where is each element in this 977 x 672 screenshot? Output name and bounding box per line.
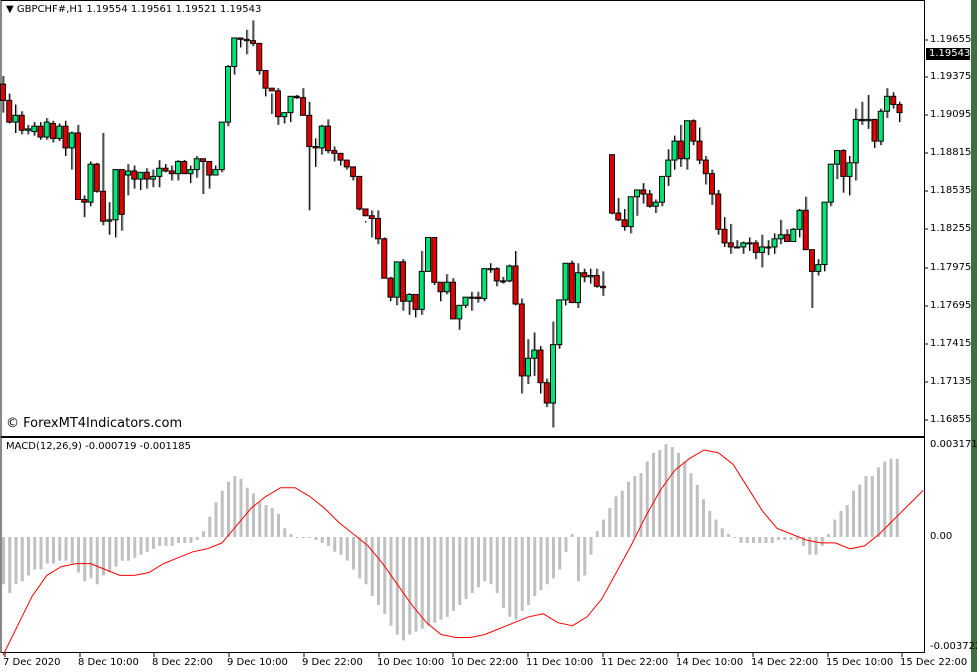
window-border — [971, 0, 977, 672]
price-axis-label: 1.17415 — [930, 338, 972, 349]
time-axis-label: 8 Dec 22:00 — [152, 657, 213, 668]
price-axis-label: 1.19375 — [930, 71, 972, 82]
price-axis-label: 1.18535 — [930, 185, 972, 196]
time-axis-label: 14 Dec 22:00 — [751, 657, 819, 668]
price-axis-label: 1.17695 — [930, 300, 972, 311]
time-axis-label: 9 Dec 10:00 — [227, 657, 288, 668]
price-axis-label: 1.16855 — [930, 414, 972, 425]
time-axis-label: 7 Dec 2020 — [3, 657, 61, 668]
time-axis-label: 11 Dec 10:00 — [526, 657, 594, 668]
time-axis-label: 15 Dec 22:00 — [900, 657, 968, 668]
time-axis-label: 9 Dec 22:00 — [302, 657, 363, 668]
symbol-info: ▼ GBPCHF#,H1 1.19554 1.19561 1.19521 1.1… — [6, 4, 262, 15]
price-axis-label: 1.18815 — [930, 147, 972, 158]
price-axis-label: 1.17135 — [930, 376, 972, 387]
price-axis-label: 1.19655 — [930, 34, 972, 45]
price-axis-label: 1.19095 — [930, 109, 972, 120]
time-axis-label: 8 Dec 10:00 — [78, 657, 139, 668]
price-axis-label: 1.17975 — [930, 262, 972, 273]
macd-title: MACD(12,26,9) -0.000719 -0.001185 — [6, 441, 191, 452]
time-axis-label: 15 Dec 10:00 — [826, 657, 894, 668]
macd-axis-label: -0.003722 — [930, 641, 977, 652]
time-axis-label: 10 Dec 22:00 — [451, 657, 519, 668]
price-axis-label: 1.18255 — [930, 223, 972, 234]
time-axis-label: 10 Dec 10:00 — [377, 657, 445, 668]
macd-axis-label: 0.003171 — [930, 439, 977, 450]
macd-axis-label: 0.00 — [930, 531, 953, 542]
time-axis-label: 14 Dec 10:00 — [676, 657, 744, 668]
time-axis-label: 11 Dec 22:00 — [601, 657, 669, 668]
current-price-tag: 1.19543 — [926, 48, 970, 60]
watermark: © ForexMT4Indicators.com — [6, 416, 183, 431]
price-chart-pane[interactable] — [0, 0, 925, 437]
